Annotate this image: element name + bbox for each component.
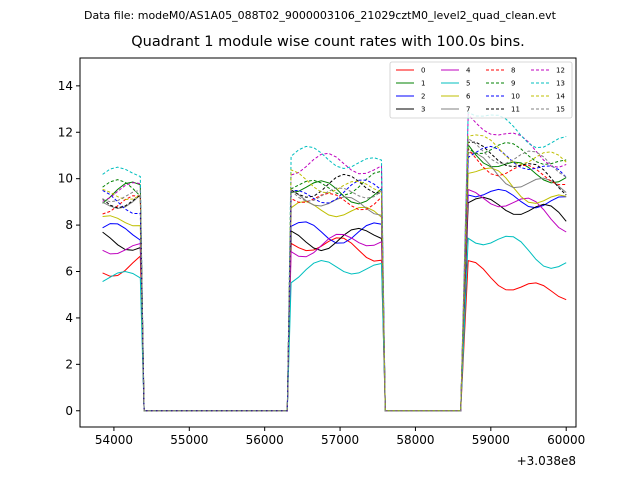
legend-label-13: 13 [556,80,565,88]
legend-label-7: 7 [466,106,470,114]
chart-title: Quadrant 1 module wise count rates with … [131,34,525,50]
y-tick-label-1: 2 [65,357,73,371]
series-lines [102,111,567,412]
series-line-0 [102,237,567,412]
y-tick-label-6: 12 [58,125,73,139]
y-tick-label-2: 4 [65,311,73,325]
series-line-6 [102,167,567,412]
plot-frame [79,57,577,428]
series-line-4 [102,188,567,412]
legend-label-10: 10 [511,93,520,101]
legend-label-12: 12 [556,67,565,75]
y-tick-label-7: 14 [58,79,73,93]
x-tick-label-1: 55000 [170,433,208,447]
x-tick-label-0: 54000 [95,433,133,447]
series-line-9 [102,141,567,412]
legend-label-1: 1 [421,80,425,88]
series-line-13 [102,111,567,412]
series-line-2 [102,188,567,412]
legend-label-15: 15 [556,106,565,114]
legend-label-0: 0 [421,67,425,75]
x-tick-label-5: 59000 [472,433,510,447]
legend-label-14: 14 [556,93,565,101]
legend-box [389,61,573,119]
series-line-15 [102,137,567,412]
y-tick-label-5: 10 [58,172,73,186]
x-offset-label: +3.038e8 [517,454,576,468]
legend-label-5: 5 [466,80,470,88]
y-axis: 0 2 4 6 8 10 12 14 [58,79,80,418]
legend-label-11: 11 [511,106,520,114]
legend-label-8: 8 [511,67,515,75]
series-line-14 [102,134,567,412]
y-tick-label-3: 6 [65,265,73,279]
series-line-10 [102,145,567,412]
series-line-3 [102,196,567,412]
legend-label-3: 3 [421,106,425,114]
legend-label-9: 9 [511,80,515,88]
x-axis: 54000 55000 56000 57000 58000 59000 60000 [95,427,585,447]
y-tick-label-0: 0 [65,404,73,418]
x-tick-label-4: 58000 [396,433,434,447]
x-tick-label-2: 56000 [246,433,284,447]
series-line-7 [102,152,567,412]
x-tick-label-3: 57000 [321,433,359,447]
legend-label-6: 6 [466,93,471,101]
legend-label-4: 4 [466,67,471,75]
y-tick-label-4: 8 [65,218,73,232]
data-file-caption: Data file: modeM0/AS1A05_088T02_90000031… [84,9,556,22]
series-line-1 [102,143,567,412]
x-tick-label-6: 60000 [547,433,585,447]
series-line-5 [102,235,567,412]
series-line-11 [102,141,567,412]
legend-label-2: 2 [421,93,425,101]
